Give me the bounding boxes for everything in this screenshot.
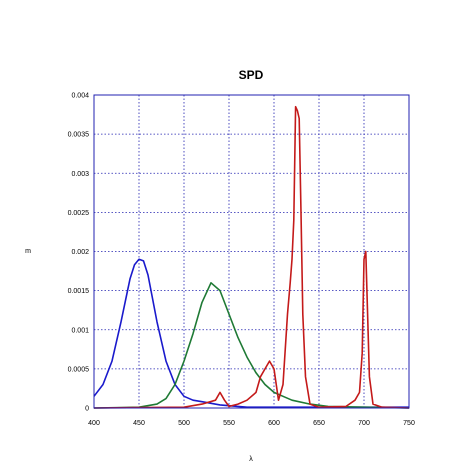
x-tick-label: 500 [178,420,190,427]
y-tick-label: 0.004 [71,93,89,100]
y-tick-label: 0.003 [71,171,89,178]
y-axis-label: m [25,248,31,255]
series-line-red [93,105,410,409]
y-tick-label: 0.0035 [68,132,90,139]
plot-frame [93,94,410,409]
x-tick-label: 700 [358,420,370,427]
y-tick-label: 0.0005 [68,366,90,373]
x-axis-label: λ [249,456,253,463]
grid-lines [94,95,409,408]
series-line-blue [93,258,409,409]
y-tick-label: 0 [85,406,89,413]
y-tick-labels: 0 0.0005 0.001 0.0015 0.002 0.0025 0.003 0.0035… [68,93,90,413]
x-tick-label: 550 [223,420,235,427]
x-tick-label: 400 [88,420,100,427]
x-tick-label: 750 [403,420,415,427]
series-line-green [93,281,410,409]
x-tick-labels: 400 450 500 550 600 650 700 750 [88,420,415,427]
y-tick-label: 0.002 [71,249,89,256]
x-tick-label: 450 [133,420,145,427]
x-tick-label: 650 [313,420,325,427]
chart-title: SPD [239,68,264,82]
series-lines [93,105,410,409]
y-tick-label: 0.0025 [68,210,90,217]
y-tick-label: 0.001 [71,327,89,334]
y-tick-label: 0.0015 [68,288,90,295]
x-tick-label: 600 [268,420,280,427]
